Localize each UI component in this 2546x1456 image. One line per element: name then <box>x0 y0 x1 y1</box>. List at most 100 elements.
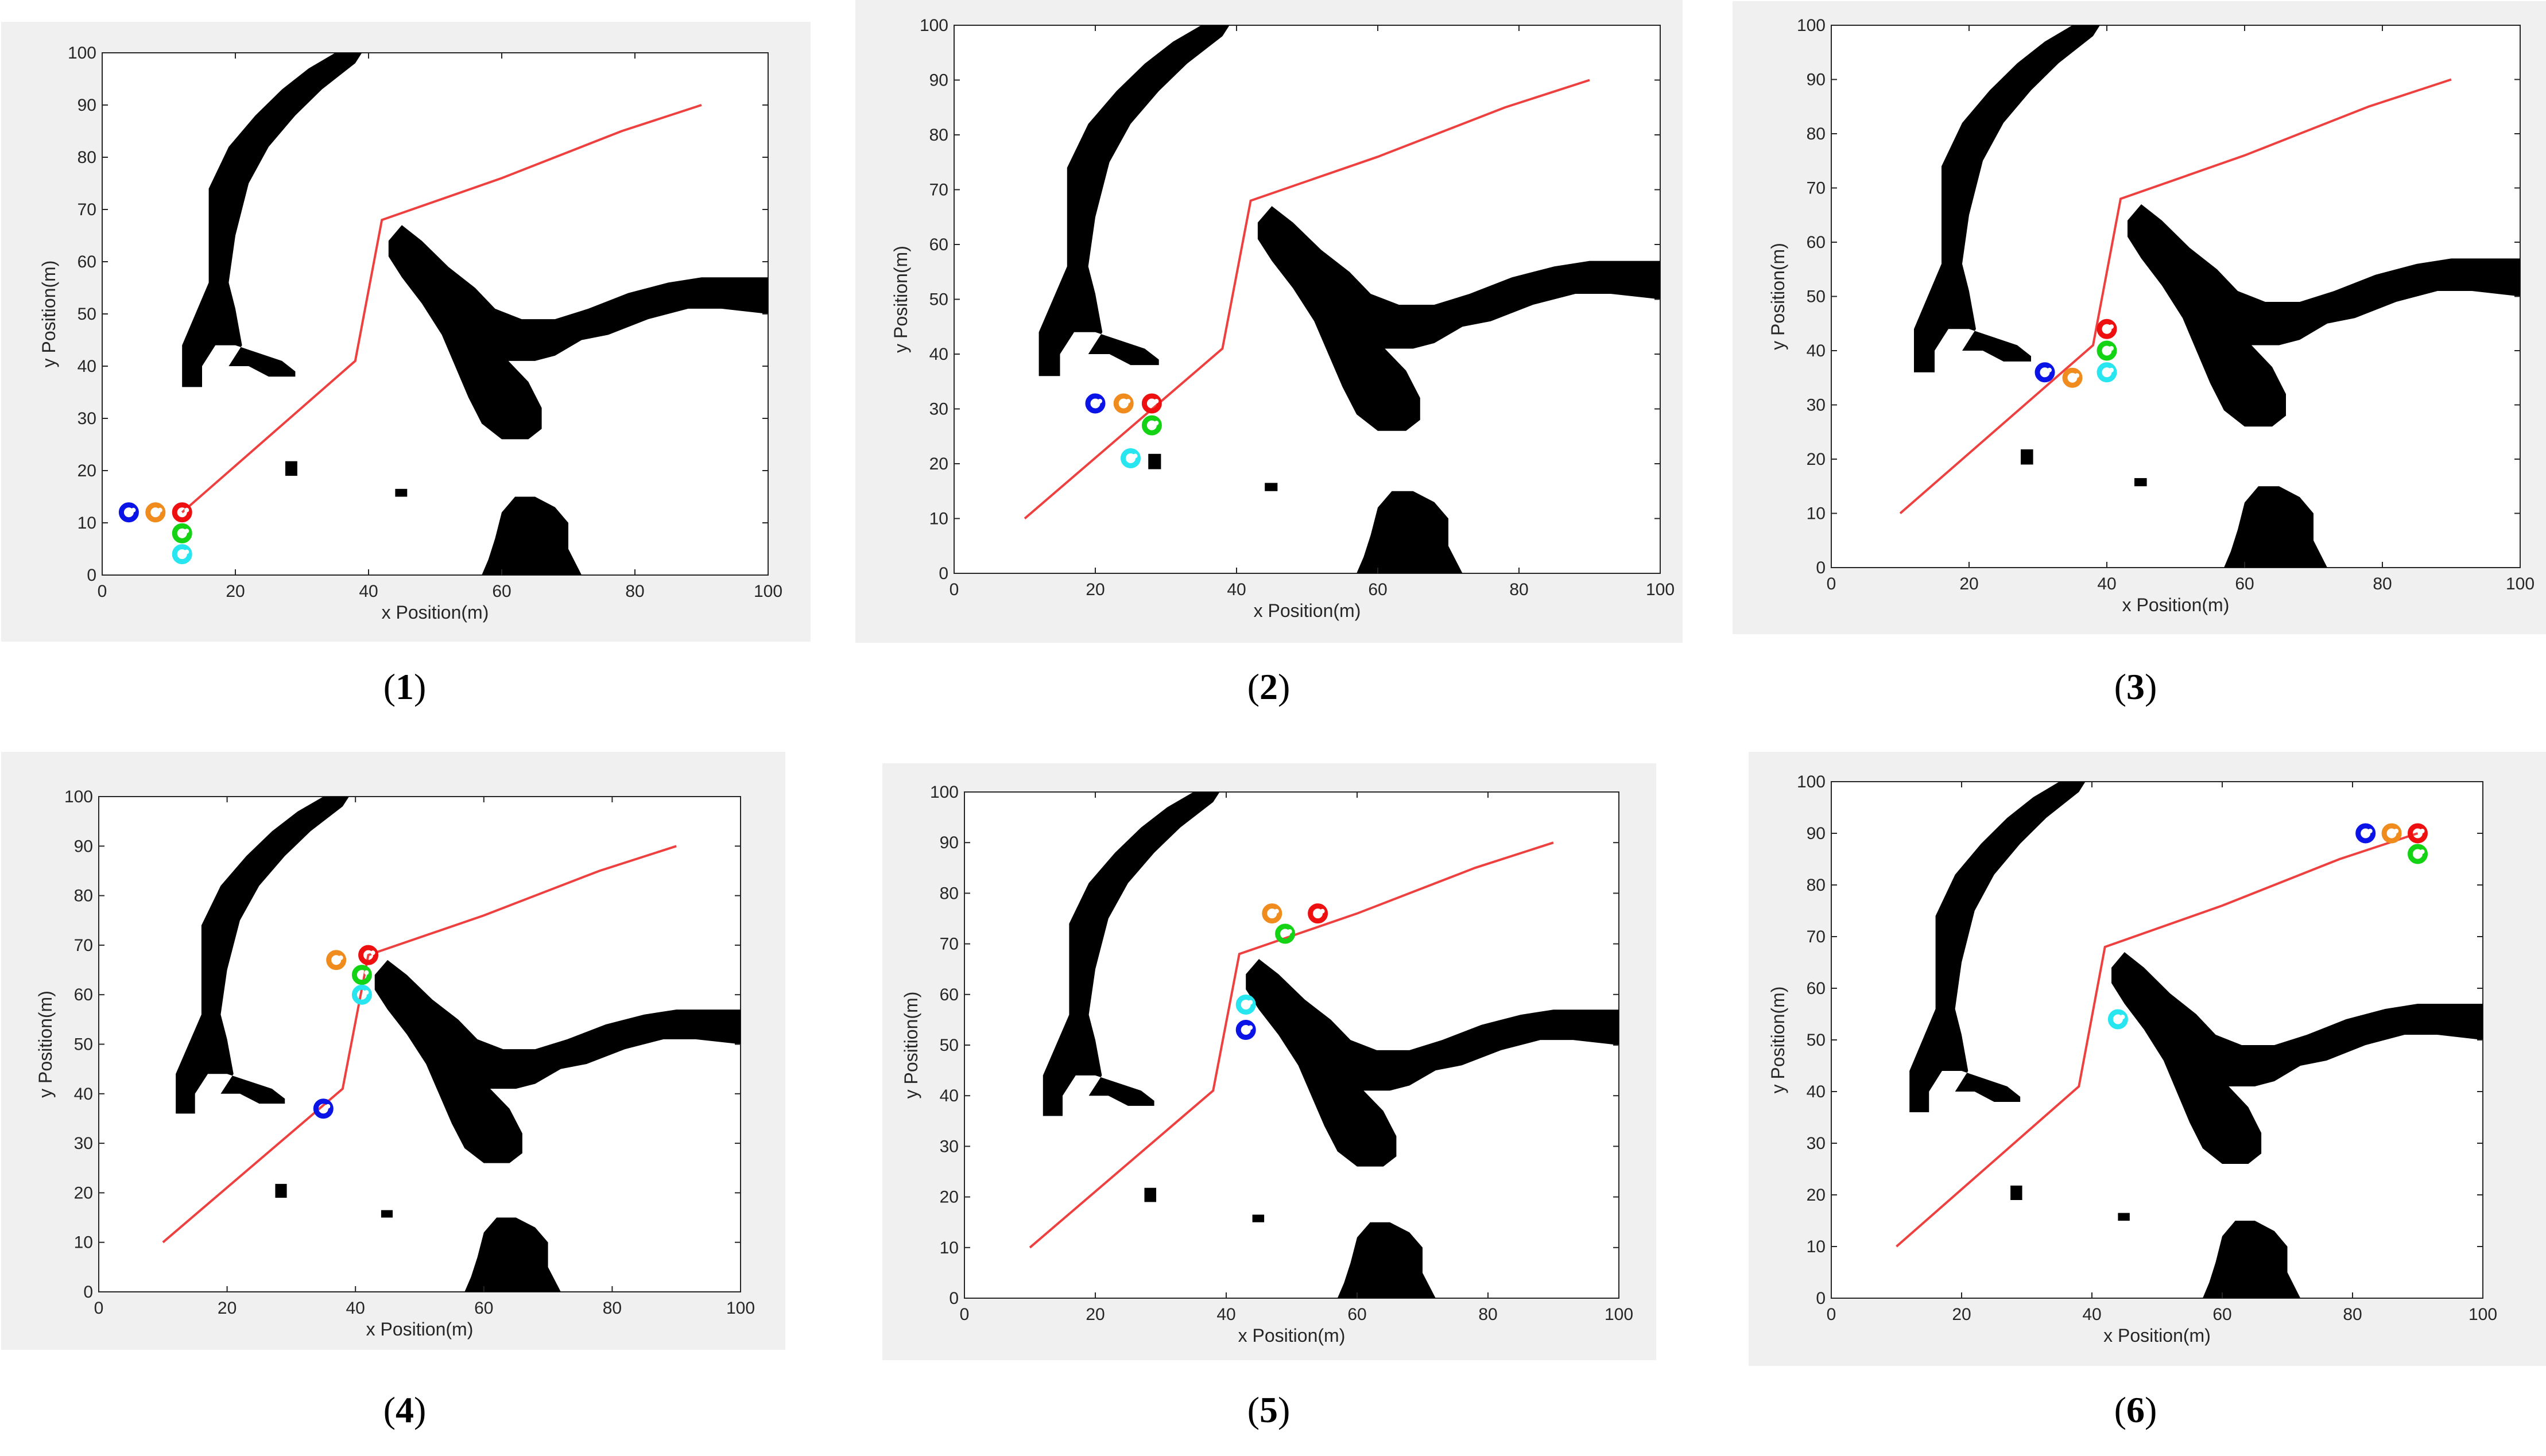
y-tick-label: 40 <box>77 357 96 376</box>
y-tick-label: 80 <box>74 887 93 906</box>
obstacle-block-1 <box>1148 453 1161 469</box>
agent-marker-blue <box>118 502 139 523</box>
y-axis-label: y Position(m) <box>901 992 921 1099</box>
agent-marker-blue <box>1085 393 1106 414</box>
obstacle-block-2 <box>395 488 408 497</box>
y-tick-label: 0 <box>1816 558 1826 577</box>
y-tick-label: 90 <box>77 96 96 115</box>
y-tick-label: 0 <box>949 1289 959 1308</box>
y-tick-label: 20 <box>940 1188 959 1207</box>
obstacle-block-2 <box>381 1210 393 1218</box>
x-axis-label: x Position(m) <box>366 1319 474 1339</box>
obstacle-region-1 <box>182 53 362 387</box>
y-tick-label: 70 <box>940 935 959 954</box>
y-tick-label: 0 <box>1816 1289 1826 1308</box>
agent-marker-cyan <box>172 544 192 565</box>
chart-panel-6: 0 20 40 60 80 100 0 10 20 30 40 50 60 70 80 90 100 x Posi… <box>1768 772 2497 1346</box>
y-tick-label: 60 <box>1807 233 1826 252</box>
chart-panel-5: 0 20 40 60 80 100 0 10 20 30 40 50 60 70 80 90 100 x Posi… <box>901 783 1633 1346</box>
obstacle-block-1 <box>2021 449 2033 465</box>
y-tick-label: 60 <box>74 985 93 1004</box>
y-axis-label: y Position(m) <box>890 246 911 353</box>
obstacle-block-1 <box>285 461 297 476</box>
y-tick-label: 20 <box>929 455 948 473</box>
y-tick-label: 40 <box>940 1086 959 1105</box>
chart-panel-2: 0 20 40 60 80 100 0 10 20 30 40 50 60 70 80 90 100 x Posi… <box>890 16 1675 621</box>
x-tick-label: 100 <box>1646 580 1675 599</box>
y-tick-label: 20 <box>1807 1186 1826 1205</box>
obstacle-map <box>1914 25 2520 568</box>
y-tick-label: 100 <box>920 16 948 35</box>
x-tick-label: 0 <box>94 1299 104 1318</box>
y-tick-label: 50 <box>929 290 948 309</box>
obstacle-block-2 <box>2118 1213 2130 1221</box>
agent-marker-orange <box>326 950 347 970</box>
x-tick-label: 80 <box>603 1299 622 1318</box>
agent-marker-red <box>1308 903 1328 924</box>
y-tick-label: 70 <box>1807 927 1826 946</box>
chart-panel-4: 0 20 40 60 80 100 0 10 20 30 40 50 60 70 80 90 100 x Posi… <box>35 787 755 1339</box>
y-tick-label: 100 <box>930 783 959 802</box>
x-tick-label: 40 <box>1216 1305 1235 1324</box>
x-tick-label: 60 <box>492 582 511 601</box>
agent-marker-green <box>1141 415 1162 436</box>
y-tick-label: 80 <box>1807 125 1826 143</box>
y-tick-label: 60 <box>929 235 948 254</box>
y-tick-label: 60 <box>77 253 96 271</box>
x-tick-label: 20 <box>1086 580 1105 599</box>
agent-marker-cyan <box>2097 362 2117 383</box>
obstacle-region-3 <box>1337 1222 1436 1298</box>
x-tick-label: 40 <box>359 582 378 601</box>
x-tick-label: 0 <box>960 1305 970 1324</box>
y-tick-label: 30 <box>74 1134 93 1153</box>
y-tick-label: 20 <box>1807 450 1826 469</box>
x-tick-label: 20 <box>1959 574 1978 593</box>
obstacle-region-2 <box>388 225 768 440</box>
x-tick-label: 100 <box>2506 574 2535 593</box>
obstacle-block-1 <box>275 1183 287 1198</box>
obstacle-region-1 <box>176 797 350 1114</box>
agent-marker-blue <box>2355 823 2376 844</box>
y-tick-label: 10 <box>74 1233 93 1252</box>
y-tick-label: 20 <box>77 461 96 480</box>
y-tick-label: 60 <box>940 985 959 1004</box>
obstacle-region-2 <box>2111 952 2483 1164</box>
obstacle-region-1 <box>1914 25 2100 372</box>
agent-marker-red <box>172 502 192 523</box>
y-tick-label: 90 <box>74 837 93 856</box>
agent-marker-cyan <box>2107 1009 2128 1030</box>
obstacle-block-1 <box>2010 1185 2022 1200</box>
planned-path-line <box>162 845 677 1244</box>
x-tick-label: 0 <box>98 582 107 601</box>
obstacle-region-2 <box>1246 959 1619 1167</box>
obstacle-region-3 <box>482 496 582 575</box>
agent-marker-orange <box>2062 367 2083 388</box>
x-tick-label: 60 <box>2235 574 2254 593</box>
x-tick-label: 20 <box>1952 1305 1971 1324</box>
x-axis-label: x Position(m) <box>382 602 489 623</box>
y-tick-label: 100 <box>1797 772 1826 791</box>
obstacle-map <box>182 53 768 575</box>
x-tick-label: 80 <box>625 582 644 601</box>
y-axis-label: y Position(m) <box>1768 243 1788 350</box>
y-tick-label: 50 <box>74 1035 93 1054</box>
agent-marker-red <box>358 945 379 965</box>
y-tick-label: 10 <box>1807 1237 1826 1256</box>
y-tick-label: 30 <box>929 400 948 419</box>
obstacle-region-1 <box>1038 25 1230 376</box>
y-tick-label: 70 <box>929 181 948 200</box>
agent-marker-blue <box>2035 362 2055 383</box>
agent-marker-orange <box>1262 903 1282 924</box>
y-tick-label: 30 <box>77 409 96 428</box>
obstacle-region-2 <box>374 960 741 1163</box>
agent-marker-orange <box>2381 823 2402 844</box>
obstacle-region-3 <box>1357 491 1463 573</box>
y-tick-label: 70 <box>74 936 93 955</box>
planned-path-line <box>181 104 702 514</box>
obstacle-map <box>176 797 741 1292</box>
obstacle-map <box>1909 782 2483 1298</box>
obstacle-region-3 <box>2224 486 2327 568</box>
y-tick-label: 0 <box>939 564 948 583</box>
obstacle-region-3 <box>2202 1221 2301 1298</box>
x-axis-label: x Position(m) <box>2122 595 2230 615</box>
